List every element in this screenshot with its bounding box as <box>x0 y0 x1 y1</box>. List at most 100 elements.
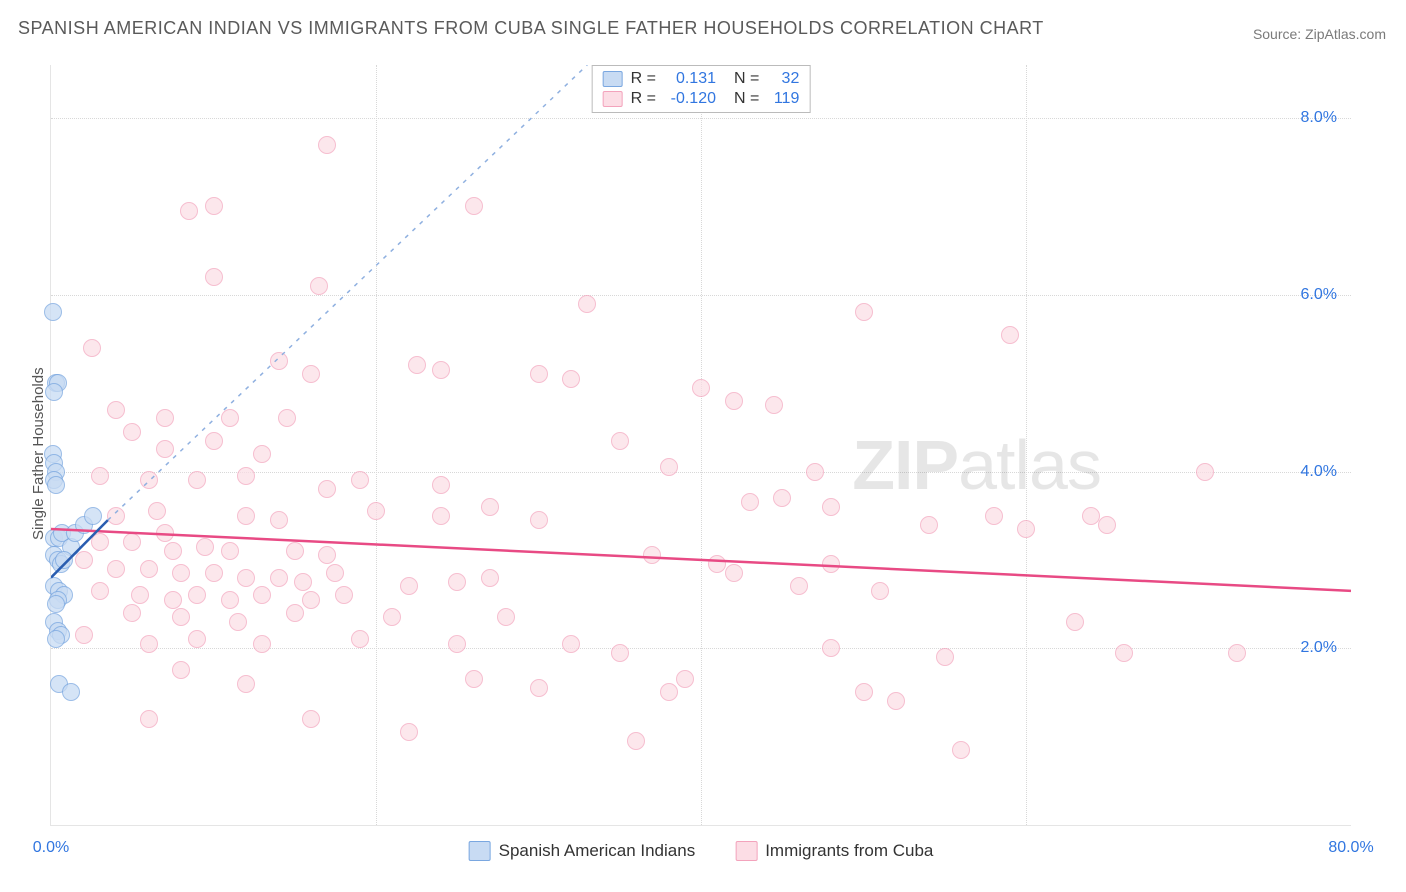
scatter-point-series_b <box>188 586 206 604</box>
swatch-series-b-bottom <box>735 841 757 861</box>
scatter-point-series_b <box>351 471 369 489</box>
watermark-sub: atlas <box>958 426 1101 504</box>
scatter-point-series_b <box>91 582 109 600</box>
swatch-series-b <box>603 91 623 107</box>
scatter-point-series_b <box>237 507 255 525</box>
scatter-point-series_b <box>107 507 125 525</box>
scatter-point-series_b <box>302 710 320 728</box>
y-axis-label: Single Father Households <box>30 367 47 540</box>
x-tick-label-right: 80.0% <box>1328 839 1373 857</box>
scatter-point-series_b <box>326 564 344 582</box>
scatter-point-series_b <box>887 692 905 710</box>
watermark-main: ZIP <box>852 426 958 504</box>
scatter-point-series_b <box>806 463 824 481</box>
scatter-point-series_b <box>367 502 385 520</box>
scatter-point-series_b <box>91 467 109 485</box>
source-label: Source: ZipAtlas.com <box>1253 26 1386 42</box>
scatter-point-series_b <box>156 409 174 427</box>
scatter-point-series_b <box>91 533 109 551</box>
scatter-point-series_a <box>44 303 62 321</box>
scatter-point-series_b <box>611 432 629 450</box>
scatter-point-series_a <box>55 551 73 569</box>
scatter-point-series_b <box>708 555 726 573</box>
swatch-series-a <box>603 71 623 87</box>
scatter-point-series_a <box>84 507 102 525</box>
scatter-point-series_b <box>578 295 596 313</box>
scatter-point-series_b <box>920 516 938 534</box>
scatter-point-series_b <box>188 471 206 489</box>
scatter-point-series_b <box>432 507 450 525</box>
scatter-point-series_b <box>302 365 320 383</box>
scatter-point-series_b <box>221 409 239 427</box>
scatter-point-series_b <box>1066 613 1084 631</box>
scatter-point-series_b <box>822 498 840 516</box>
scatter-point-series_b <box>497 608 515 626</box>
scatter-point-series_b <box>205 432 223 450</box>
scatter-point-series_a <box>47 630 65 648</box>
scatter-point-series_b <box>400 577 418 595</box>
scatter-point-series_b <box>302 591 320 609</box>
scatter-point-series_b <box>1196 463 1214 481</box>
scatter-point-series_b <box>164 542 182 560</box>
scatter-point-series_b <box>985 507 1003 525</box>
scatter-point-series_b <box>107 401 125 419</box>
scatter-point-series_b <box>465 670 483 688</box>
scatter-point-series_b <box>765 396 783 414</box>
scatter-point-series_b <box>205 268 223 286</box>
legend-n-a: 32 <box>767 70 799 88</box>
scatter-point-series_b <box>253 635 271 653</box>
scatter-point-series_b <box>205 197 223 215</box>
scatter-point-series_b <box>692 379 710 397</box>
scatter-point-series_b <box>481 569 499 587</box>
scatter-point-series_b <box>408 356 426 374</box>
x-tick-label-left: 0.0% <box>33 839 69 857</box>
legend-r-b: -0.120 <box>664 90 716 108</box>
scatter-point-series_b <box>465 197 483 215</box>
scatter-point-series_b <box>148 502 166 520</box>
y-tick-label: 6.0% <box>1301 286 1337 304</box>
scatter-point-series_b <box>448 573 466 591</box>
scatter-point-series_b <box>448 635 466 653</box>
scatter-point-series_b <box>530 679 548 697</box>
series-legend: Spanish American Indians Immigrants from… <box>469 841 934 861</box>
scatter-point-series_b <box>611 644 629 662</box>
scatter-point-series_b <box>1001 326 1019 344</box>
scatter-point-series_b <box>741 493 759 511</box>
scatter-point-series_b <box>1017 520 1035 538</box>
scatter-point-series_b <box>318 546 336 564</box>
legend-r-label: R = <box>631 90 656 108</box>
scatter-point-series_b <box>205 564 223 582</box>
scatter-point-series_b <box>229 613 247 631</box>
scatter-point-series_b <box>936 648 954 666</box>
plot-area: ZIPatlas R = 0.131 N = 32 R = -0.120 N =… <box>50 65 1351 826</box>
scatter-point-series_b <box>627 732 645 750</box>
scatter-point-series_b <box>123 423 141 441</box>
swatch-series-a-bottom <box>469 841 491 861</box>
scatter-point-series_b <box>237 675 255 693</box>
scatter-point-series_b <box>773 489 791 507</box>
gridline-vertical <box>701 65 702 825</box>
scatter-point-series_b <box>871 582 889 600</box>
scatter-point-series_b <box>140 710 158 728</box>
scatter-point-series_b <box>75 551 93 569</box>
scatter-point-series_a <box>47 595 65 613</box>
scatter-point-series_b <box>660 458 678 476</box>
chart-container: SPANISH AMERICAN INDIAN VS IMMIGRANTS FR… <box>0 0 1406 892</box>
y-tick-label: 8.0% <box>1301 109 1337 127</box>
scatter-point-series_b <box>270 352 288 370</box>
scatter-point-series_b <box>530 365 548 383</box>
scatter-point-series_b <box>822 555 840 573</box>
scatter-point-series_b <box>481 498 499 516</box>
scatter-point-series_b <box>123 533 141 551</box>
scatter-point-series_b <box>253 586 271 604</box>
scatter-point-series_b <box>530 511 548 529</box>
scatter-point-series_b <box>270 511 288 529</box>
scatter-point-series_b <box>180 202 198 220</box>
scatter-point-series_b <box>318 136 336 154</box>
scatter-point-series_b <box>335 586 353 604</box>
scatter-point-series_b <box>1098 516 1116 534</box>
scatter-point-series_b <box>318 480 336 498</box>
scatter-point-series_b <box>75 626 93 644</box>
scatter-point-series_b <box>952 741 970 759</box>
scatter-point-series_b <box>237 569 255 587</box>
